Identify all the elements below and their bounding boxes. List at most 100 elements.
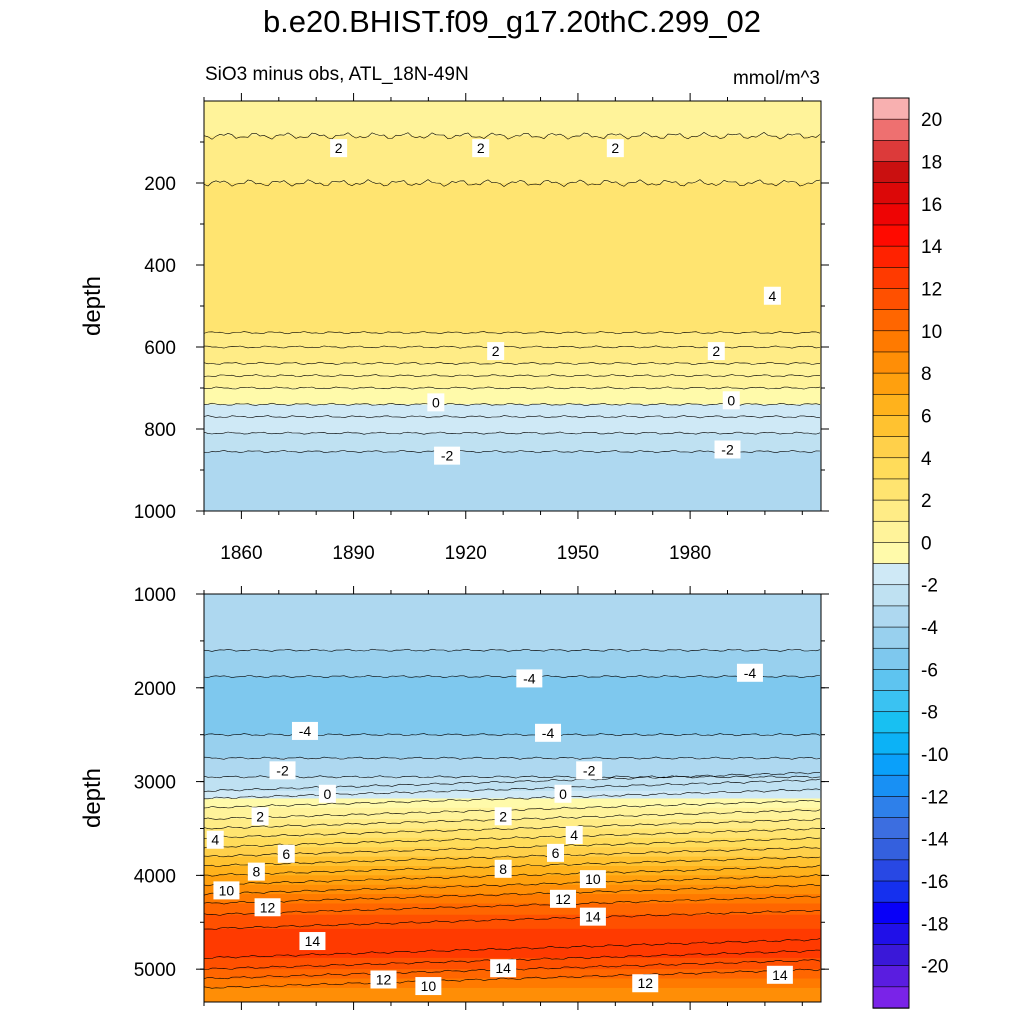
colorbar-swatch	[872, 97, 910, 120]
bottom-band	[204, 776, 821, 792]
chart-title: b.e20.BHIST.f09_g17.20thC.299_02	[262, 4, 762, 39]
bottom-contour-line	[204, 756, 821, 760]
top-xtick-label: 1980	[669, 543, 711, 564]
bottom-contour-label: 10	[421, 978, 437, 994]
top-band	[204, 347, 821, 364]
colorbar-tick-label: -6	[921, 660, 938, 681]
top-ytick-label: 400	[144, 256, 176, 277]
top-band	[204, 101, 821, 137]
colorbar-swatch	[872, 372, 910, 395]
bottom-contour-label: 10	[585, 871, 601, 887]
top-contour-line	[204, 331, 821, 335]
bottom-contour-line	[204, 827, 821, 849]
colorbar-tick-label: -12	[921, 787, 948, 808]
colorbar-swatch	[872, 457, 910, 480]
units-label: mmol/m^3	[732, 68, 820, 89]
bottom-contour-label-bg	[494, 807, 512, 826]
colorbar-swatch	[872, 647, 910, 671]
bottom-band	[204, 978, 821, 989]
colorbar-swatch	[872, 182, 910, 205]
top-contour-label-bg	[427, 393, 445, 412]
bottom-contour-label: 4	[570, 827, 578, 843]
bottom-contour-line	[204, 799, 821, 820]
bottom-contour-line	[204, 895, 821, 916]
bottom-contour-label: 4	[211, 832, 219, 848]
colorbar-swatch	[872, 351, 910, 374]
colorbar-swatch	[872, 330, 910, 353]
top-band	[204, 363, 821, 377]
bottom-ytick-label: 5000	[134, 960, 176, 981]
bottom-contour-label-bg	[213, 881, 240, 900]
bottom-contour-label: 6	[552, 845, 560, 861]
bottom-ytick-label: 1000	[134, 585, 176, 606]
bottom-contour-label: 8	[499, 861, 507, 877]
bottom-band	[204, 819, 821, 830]
colorbar-swatch	[872, 584, 910, 607]
bottom-contour-label-bg	[547, 843, 565, 862]
top-ytick-label: 800	[144, 420, 176, 441]
bottom-contour-label: -2	[583, 762, 596, 778]
colorbar-tick-label: -2	[921, 576, 938, 597]
bottom-contour-line	[204, 648, 821, 652]
colorbar-tick-label: 0	[921, 533, 932, 554]
colorbar-swatch	[872, 309, 910, 332]
colorbar-swatch	[872, 986, 910, 1009]
bottom-band	[204, 758, 821, 778]
top-contour-label-bg	[763, 286, 781, 305]
colorbar-tick-label: -8	[921, 703, 938, 724]
top-contour-line	[204, 431, 821, 435]
bottom-contour-label-bg	[736, 663, 763, 682]
colorbar-swatch	[872, 838, 910, 861]
colorbar-swatch	[872, 520, 910, 544]
top-contour-label-bg	[722, 391, 740, 410]
bottom-band	[204, 903, 821, 916]
bottom-band	[204, 807, 821, 820]
colorbar-frame	[872, 97, 910, 1009]
bottom-contour-label: 2	[499, 808, 507, 824]
top-contour-line	[204, 132, 821, 140]
bottom-contour-label-bg	[494, 859, 512, 878]
bottom-contour-label-bg	[579, 870, 606, 889]
bottom-contour-line	[204, 874, 821, 896]
bottom-band	[204, 928, 821, 959]
top-contour-label-bg	[707, 342, 725, 361]
colorbar-tick-label: 14	[921, 237, 943, 258]
colorbar-tick-label: 6	[921, 406, 932, 427]
bottom-contour-label: 2	[256, 808, 264, 824]
colorbar-swatch	[872, 923, 910, 946]
top-contour-line	[204, 386, 821, 390]
colorbar-swatch	[872, 563, 910, 586]
bottom-band	[204, 914, 821, 930]
top-contour-label-bg	[472, 139, 490, 158]
bottom-contour-line	[204, 968, 821, 989]
colorbar-swatch	[872, 965, 910, 988]
bottom-contour-label-bg	[579, 907, 606, 926]
bottom-contour-label: 14	[585, 909, 601, 925]
bottom-band	[204, 798, 821, 809]
bottom-contour-label-bg	[415, 977, 442, 996]
colorbar-swatch	[872, 267, 910, 290]
colorbar: 20181614121086420-2-4-6-8-10-12-14-16-18…	[872, 97, 949, 1009]
colorbar-swatch	[872, 774, 910, 798]
colorbar-swatch	[872, 690, 910, 713]
bottom-band	[204, 650, 821, 678]
bottom-contour-label-bg	[516, 669, 543, 688]
colorbar-swatch	[872, 732, 910, 755]
top-contour-line	[204, 402, 821, 406]
bottom-frame	[203, 593, 822, 1003]
colorbar-tick-label: 18	[921, 152, 942, 173]
top-contour-label: 0	[432, 394, 440, 410]
bottom-contour-label-bg	[370, 970, 397, 989]
top-xtick-label: 1950	[557, 543, 599, 564]
colorbar-swatch	[872, 605, 910, 628]
colorbar-swatch	[872, 393, 910, 417]
top-contour-label-bg	[434, 446, 461, 465]
top-contour-label: 2	[492, 343, 500, 359]
colorbar-swatch	[872, 753, 910, 776]
colorbar-swatch	[872, 944, 910, 967]
top-xtick-label: 1920	[445, 543, 487, 564]
colorbar-tick-label: 20	[921, 110, 942, 131]
colorbar-tick-label: -20	[921, 957, 948, 978]
top-band	[204, 404, 821, 418]
top-contour-label-bg	[487, 342, 505, 361]
